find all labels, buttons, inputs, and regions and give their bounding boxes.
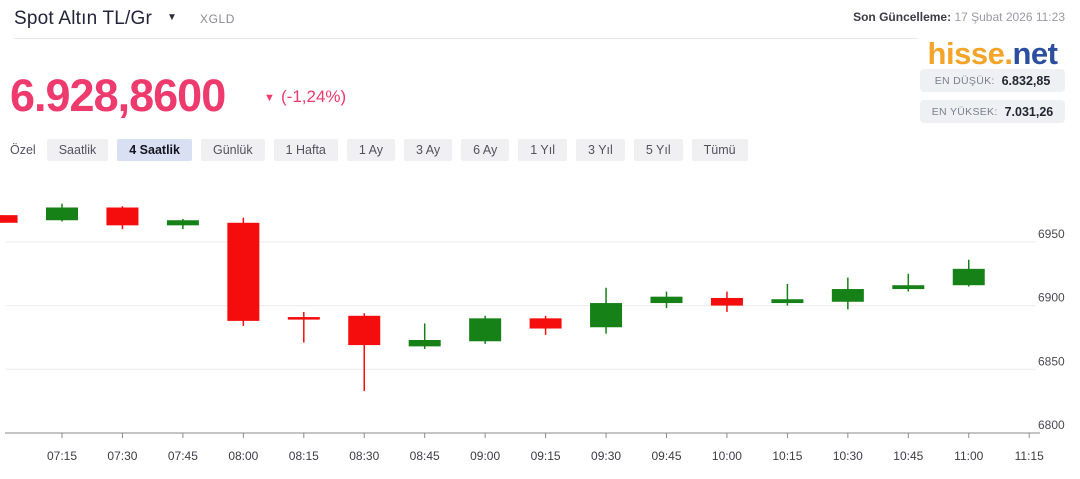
candle-body-09:00 (469, 318, 502, 342)
hisse-net-logo: hisse.net (920, 36, 1065, 72)
x-tick-label: 07:15 (47, 449, 77, 463)
tab-günlük[interactable]: Günlük (200, 139, 265, 161)
last-update: Son Güncelleme: 17 Şubat 2026 11:23 (665, 10, 1065, 24)
x-tick-label: 08:45 (410, 449, 440, 463)
candle-body-10:45 (892, 285, 925, 290)
tab-saatlik[interactable]: Saatlik (46, 139, 109, 161)
candle-body-07:30 (106, 207, 139, 226)
tab-4-saatlik[interactable]: 4 Saatlik (117, 139, 192, 161)
y-tick-label: 6950 (1038, 227, 1065, 241)
x-tick-label: 08:30 (349, 449, 379, 463)
price-down-arrow-icon: ▼ (264, 92, 275, 104)
tab-5-yıl[interactable]: 5 Yıl (633, 139, 683, 161)
highest-value: 7.031,26 (1004, 104, 1054, 119)
x-tick-label: 09:45 (651, 449, 681, 463)
logo-part-hisse: hisse. (927, 36, 1013, 71)
header-divider (14, 38, 918, 39)
candle-body-07:45 (166, 220, 199, 226)
stat-lowest: EN DÜŞÜK: 6.832,85 (920, 69, 1065, 92)
highest-label: EN YÜKSEK: (931, 105, 998, 118)
x-tick-label: 07:45 (168, 449, 198, 463)
stat-highest: EN YÜKSEK: 7.031,26 (920, 100, 1065, 123)
period-tabs: Özel Saatlik 4 Saatlik Günlük 1 Hafta 1 Ay 3 A… (8, 139, 748, 161)
x-tick-label: 08:00 (228, 449, 258, 463)
x-tick-label: 11:15 (1015, 449, 1044, 463)
candle-body-09:30 (590, 303, 623, 328)
lowest-label: EN DÜŞÜK: (934, 74, 995, 87)
candle-body-08:00 (227, 222, 260, 321)
tab-1-ay[interactable]: 1 Ay (346, 139, 395, 161)
candlestick-chart[interactable]: 6950 6900 6850 6800 07:15 07:30 07:45 08:00 08:1… (0, 180, 1080, 479)
x-tick-label: 07:30 (107, 449, 137, 463)
candle-body-10:30 (831, 289, 864, 302)
y-tick-label: 6800 (1038, 418, 1065, 432)
x-tick-label: 11:00 (954, 449, 983, 463)
price-change-percent: (-1,24%) (281, 87, 347, 106)
x-tick-label: 09:00 (470, 449, 500, 463)
candle-body-08:45 (408, 339, 441, 347)
x-tick-label: 10:45 (893, 449, 923, 463)
tab-1-hafta[interactable]: 1 Hafta (273, 139, 338, 161)
tab-tümü[interactable]: Tümü (691, 139, 748, 161)
current-price: 6.928,8600 (10, 70, 226, 121)
candle-body-11:00 (952, 268, 985, 286)
x-tick-label: 10:00 (712, 449, 742, 463)
x-tick-label: 10:30 (833, 449, 863, 463)
candle-body-09:45 (650, 296, 683, 304)
instrument-symbol: XGLD (200, 12, 236, 26)
last-update-label: Son Güncelleme: (853, 10, 952, 24)
tab-1-yıl[interactable]: 1 Yıl (518, 139, 568, 161)
candle-body-10:15 (771, 299, 804, 304)
y-tick-label: 6900 (1038, 291, 1065, 305)
candle-body-08:30 (348, 315, 381, 346)
x-tick-label: 09:30 (591, 449, 621, 463)
last-update-value: 17 Şubat 2026 11:23 (951, 10, 1065, 24)
logo-part-net: net (1012, 36, 1058, 71)
candle-body-10:00 (710, 297, 743, 306)
tab-özel[interactable]: Özel (10, 143, 36, 157)
candle-body-08:15 (287, 317, 320, 320)
page-title: Spot Altın TL/Gr (14, 8, 153, 29)
lowest-value: 6.832,85 (1001, 73, 1051, 88)
tab-3-yıl[interactable]: 3 Yıl (576, 139, 625, 161)
candle-body-09:15 (529, 318, 562, 329)
x-tick-label: 10:15 (772, 449, 802, 463)
x-tick-label: 08:15 (289, 449, 319, 463)
instrument-dropdown-caret-icon[interactable]: ▼ (167, 12, 177, 23)
x-tick-label: 09:15 (531, 449, 561, 463)
tab-3-ay[interactable]: 3 Ay (404, 139, 453, 161)
tab-6-ay[interactable]: 6 Ay (461, 139, 510, 161)
candle-body-07:00 (0, 215, 18, 223)
y-tick-label: 6850 (1038, 354, 1065, 368)
candle-body-07:15 (46, 207, 78, 221)
